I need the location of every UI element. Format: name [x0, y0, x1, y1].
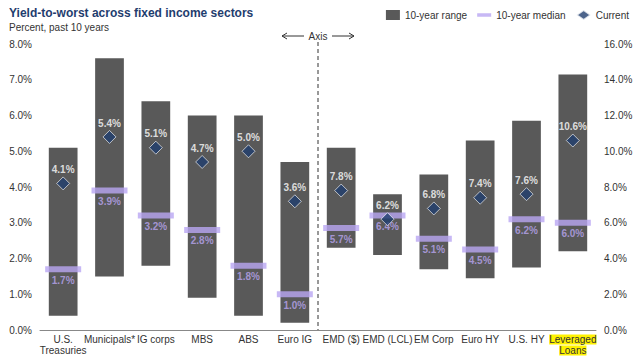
svg-text:4.0%: 4.0%	[604, 253, 627, 264]
svg-text:6.2%: 6.2%	[376, 200, 399, 211]
svg-text:6.2%: 6.2%	[515, 225, 538, 236]
svg-text:10.0%: 10.0%	[604, 146, 632, 157]
svg-text:8.0%: 8.0%	[9, 39, 32, 50]
svg-text:4.1%: 4.1%	[52, 164, 75, 175]
svg-text:3.0%: 3.0%	[9, 217, 32, 228]
svg-text:16.0%: 16.0%	[604, 39, 632, 50]
svg-text:Euro IG: Euro IG	[278, 334, 313, 345]
svg-text:1.7%: 1.7%	[52, 275, 75, 286]
svg-text:10-year median: 10-year median	[496, 10, 565, 21]
svg-text:4.5%: 4.5%	[469, 255, 492, 266]
svg-text:10-year range: 10-year range	[405, 10, 468, 21]
svg-text:6.0%: 6.0%	[561, 228, 584, 239]
svg-text:10.6%: 10.6%	[559, 121, 587, 132]
svg-text:5.1%: 5.1%	[144, 128, 167, 139]
svg-text:2.0%: 2.0%	[604, 289, 627, 300]
svg-text:Percent, past 10 years: Percent, past 10 years	[9, 22, 109, 33]
svg-text:7.6%: 7.6%	[515, 175, 538, 186]
svg-text:1.0%: 1.0%	[283, 300, 306, 311]
svg-text:7.8%: 7.8%	[330, 171, 353, 182]
svg-text:0.0%: 0.0%	[9, 325, 32, 336]
svg-text:8.0%: 8.0%	[604, 182, 627, 193]
svg-text:U.S.: U.S.	[53, 334, 72, 345]
svg-text:7.4%: 7.4%	[469, 178, 492, 189]
svg-text:Municipals*: Municipals*	[84, 334, 135, 345]
svg-text:Loans: Loans	[559, 345, 586, 356]
svg-text:1.8%: 1.8%	[237, 271, 260, 282]
svg-text:Axis: Axis	[309, 31, 328, 42]
svg-text:Euro HY: Euro HY	[461, 334, 499, 345]
svg-text:EMD (LCL): EMD (LCL)	[362, 334, 412, 345]
svg-text:3.6%: 3.6%	[283, 182, 306, 193]
svg-text:4.7%: 4.7%	[191, 143, 214, 154]
svg-text:2.0%: 2.0%	[9, 253, 32, 264]
svg-text:6.8%: 6.8%	[422, 189, 445, 200]
svg-text:Current: Current	[596, 10, 630, 21]
svg-text:EMD ($): EMD ($)	[323, 334, 360, 345]
svg-text:12.0%: 12.0%	[604, 110, 632, 121]
svg-text:Treasuries: Treasuries	[40, 345, 87, 356]
svg-text:1.0%: 1.0%	[9, 289, 32, 300]
svg-text:ABS: ABS	[238, 334, 258, 345]
svg-text:U.S. HY: U.S. HY	[508, 334, 544, 345]
svg-text:14.0%: 14.0%	[604, 74, 632, 85]
svg-text:3.2%: 3.2%	[144, 221, 167, 232]
svg-text:3.9%: 3.9%	[98, 196, 121, 207]
svg-text:6.0%: 6.0%	[9, 110, 32, 121]
svg-text:EM Corp: EM Corp	[414, 334, 454, 345]
svg-text:MBS: MBS	[191, 334, 213, 345]
svg-text:Leveraged: Leveraged	[549, 334, 596, 345]
svg-text:7.0%: 7.0%	[9, 74, 32, 85]
svg-text:5.4%: 5.4%	[98, 118, 121, 129]
svg-text:4.0%: 4.0%	[9, 182, 32, 193]
svg-text:IG corps: IG corps	[137, 334, 175, 345]
svg-text:5.0%: 5.0%	[237, 132, 260, 143]
svg-text:5.7%: 5.7%	[330, 234, 353, 245]
svg-text:5.1%: 5.1%	[422, 244, 445, 255]
svg-text:2.8%: 2.8%	[191, 235, 214, 246]
svg-text:0.0%: 0.0%	[604, 325, 627, 336]
svg-text:5.0%: 5.0%	[9, 146, 32, 157]
svg-text:6.0%: 6.0%	[604, 217, 627, 228]
svg-text:6.4%: 6.4%	[376, 221, 399, 233]
svg-text:Yield-to-worst across fixed in: Yield-to-worst across fixed income secto…	[9, 6, 254, 20]
